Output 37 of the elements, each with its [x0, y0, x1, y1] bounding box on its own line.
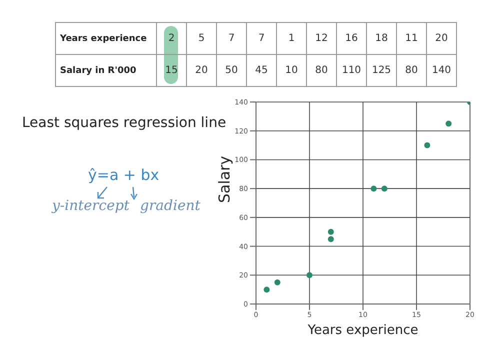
text: 45 — [255, 65, 268, 76]
category-label: Years experience — [60, 34, 147, 44]
point — [264, 286, 270, 293]
point — [424, 142, 430, 148]
text: 10 — [285, 65, 298, 76]
y-axis-title: Salary — [215, 156, 234, 203]
text: 7 — [228, 33, 235, 44]
text: 15 — [165, 65, 178, 76]
text: 2 — [168, 33, 175, 44]
text: 11 — [405, 33, 418, 44]
category-label: Salary in R'000 — [60, 66, 136, 76]
point — [381, 186, 388, 192]
text: ŷ=a + bx — [88, 166, 160, 184]
text: 140 — [432, 65, 452, 76]
point — [446, 120, 452, 127]
text: 110 — [342, 65, 362, 76]
text: Least squares regression line — [22, 115, 226, 131]
text: 5 — [198, 33, 205, 44]
point — [328, 228, 334, 235]
text: 20 — [195, 65, 208, 76]
text: 50 — [225, 65, 238, 76]
x-axis-title: Years experience — [306, 323, 418, 338]
point — [370, 186, 377, 192]
text: 12 — [315, 33, 328, 44]
text: 80 — [405, 65, 418, 76]
text: 1 — [288, 33, 295, 44]
point — [328, 236, 334, 242]
text: y-intercept — [52, 198, 130, 214]
text: 125 — [372, 65, 392, 76]
point — [274, 279, 280, 286]
text: 16 — [345, 33, 358, 44]
text: 18 — [375, 33, 388, 44]
text: 7 — [258, 33, 265, 44]
text: 80 — [315, 65, 328, 76]
text: 20 — [435, 33, 448, 44]
point — [306, 272, 312, 278]
text: gradient — [140, 198, 200, 214]
